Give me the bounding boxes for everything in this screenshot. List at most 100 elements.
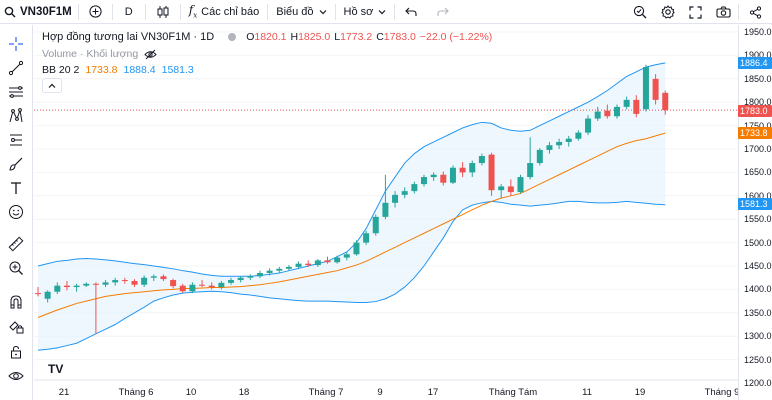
pattern-tool-button[interactable] xyxy=(5,105,27,127)
candle xyxy=(305,260,312,267)
price-axis-label: 1700.0 xyxy=(744,144,772,154)
top-toolbar: VN30F1M D fx Các chỉ báo Biểu đồ Hồ sơ xyxy=(0,0,772,24)
interval-button[interactable]: D xyxy=(113,0,145,24)
share-button[interactable] xyxy=(739,0,772,24)
settings-button[interactable] xyxy=(654,0,682,24)
lock-tool-button[interactable] xyxy=(5,341,27,363)
candle-body xyxy=(642,67,649,110)
price-chart[interactable]: TV 21 Tháng 6 10 18 Tháng 7 9 17 Tháng Tám 11 19 T… xyxy=(34,25,738,400)
divider xyxy=(111,3,113,20)
candle xyxy=(73,283,80,292)
candle-body xyxy=(594,111,601,119)
undo-button[interactable] xyxy=(395,0,427,24)
candle-body xyxy=(208,285,215,288)
candle xyxy=(459,162,466,178)
eye-icon xyxy=(8,372,24,380)
profile-menu-button[interactable]: Hồ sơ xyxy=(336,0,395,24)
draw-mode-tool-button[interactable] xyxy=(5,315,27,337)
candle xyxy=(623,96,630,110)
quick-search-icon xyxy=(633,5,647,19)
quick-search-button[interactable] xyxy=(626,0,654,24)
candle-body xyxy=(585,118,592,133)
candle-body xyxy=(363,233,370,243)
legend-volume: Volume · Khối lượng xyxy=(42,48,157,60)
candle-body xyxy=(276,268,283,271)
divider xyxy=(144,3,146,20)
profile-label: Hồ sơ xyxy=(343,5,374,18)
price-axis-label: 1600.0 xyxy=(744,190,772,201)
symbol-search-button[interactable]: VN30F1M xyxy=(0,0,78,24)
magnet-tool-button[interactable] xyxy=(5,291,27,313)
screenshot-button[interactable] xyxy=(709,0,738,24)
channel-tool-button[interactable] xyxy=(5,81,27,103)
candle xyxy=(343,251,350,261)
gear-icon xyxy=(661,5,675,19)
candle-body xyxy=(141,277,148,285)
pencil-lock-icon xyxy=(9,321,24,334)
ruler-tool-button[interactable] xyxy=(5,233,27,255)
candle xyxy=(228,277,234,285)
ohlc-open-value: 1820.1 xyxy=(254,31,287,43)
candle xyxy=(179,283,186,293)
candle xyxy=(189,282,196,294)
compare-button[interactable] xyxy=(79,0,112,24)
candle xyxy=(536,148,543,166)
candle-body xyxy=(199,284,206,286)
bb-upper-badge: 1886.4 xyxy=(738,57,772,69)
candle xyxy=(372,214,379,236)
candle-body xyxy=(527,163,534,178)
candle xyxy=(314,258,321,267)
measure-tool-button[interactable] xyxy=(5,129,27,151)
candle xyxy=(112,277,119,286)
trend-line-tool-button[interactable] xyxy=(5,57,27,79)
candle-body xyxy=(218,282,225,288)
candle xyxy=(652,74,659,105)
candle-body xyxy=(575,132,582,139)
candle-body xyxy=(247,276,254,278)
chevron-down-icon xyxy=(378,9,386,14)
candle xyxy=(324,256,331,264)
candle xyxy=(527,137,534,180)
text-tool-button[interactable] xyxy=(5,177,27,199)
candle xyxy=(208,282,215,290)
candle xyxy=(334,255,341,264)
candle-body xyxy=(160,276,167,280)
legend-collapse-button[interactable] xyxy=(42,78,62,93)
legend-main-series: Hợp đồng tương lai VN30F1M · 1D O 1820.1… xyxy=(42,31,492,43)
candle xyxy=(35,287,41,297)
ohlc-open-label: O xyxy=(246,31,255,43)
tradingview-logo: TV xyxy=(48,362,63,376)
candle xyxy=(382,174,389,220)
crosshair-tool-button[interactable] xyxy=(5,33,27,55)
candle-body xyxy=(392,194,399,203)
candle-body xyxy=(604,110,611,117)
trend-line-icon xyxy=(8,60,24,76)
candle-body xyxy=(478,156,485,164)
candle-body xyxy=(498,186,505,191)
time-axis-label: Tháng 7 xyxy=(309,387,344,398)
text-icon xyxy=(11,182,21,194)
candle-body xyxy=(343,254,350,258)
price-axis[interactable]: 1200.0 1250.0 1300.0 1350.0 1400.0 1450.0 1500… xyxy=(738,25,772,400)
hide-tool-button[interactable] xyxy=(5,365,27,387)
indicators-button[interactable]: fx Các chỉ báo xyxy=(181,0,268,24)
charts-menu-button[interactable]: Biểu đồ xyxy=(268,0,334,24)
chart-type-button[interactable] xyxy=(146,0,180,24)
candle xyxy=(256,270,263,279)
forecast-icon xyxy=(10,134,22,146)
interval-label: D xyxy=(124,5,133,18)
redo-button[interactable] xyxy=(427,0,459,24)
candle-body xyxy=(112,280,119,283)
candle xyxy=(285,265,292,271)
zoom-in-tool-button[interactable] xyxy=(5,257,27,279)
candle xyxy=(102,280,109,288)
candle xyxy=(546,141,553,154)
crosshair-icon xyxy=(9,37,23,51)
candle-body xyxy=(73,285,80,288)
candle-body xyxy=(228,280,234,283)
eye-crossed-icon[interactable] xyxy=(144,49,157,60)
emoji-tool-button[interactable] xyxy=(5,201,27,223)
candle-body xyxy=(614,106,620,117)
fullscreen-button[interactable] xyxy=(682,0,709,24)
brush-tool-button[interactable] xyxy=(5,153,27,175)
